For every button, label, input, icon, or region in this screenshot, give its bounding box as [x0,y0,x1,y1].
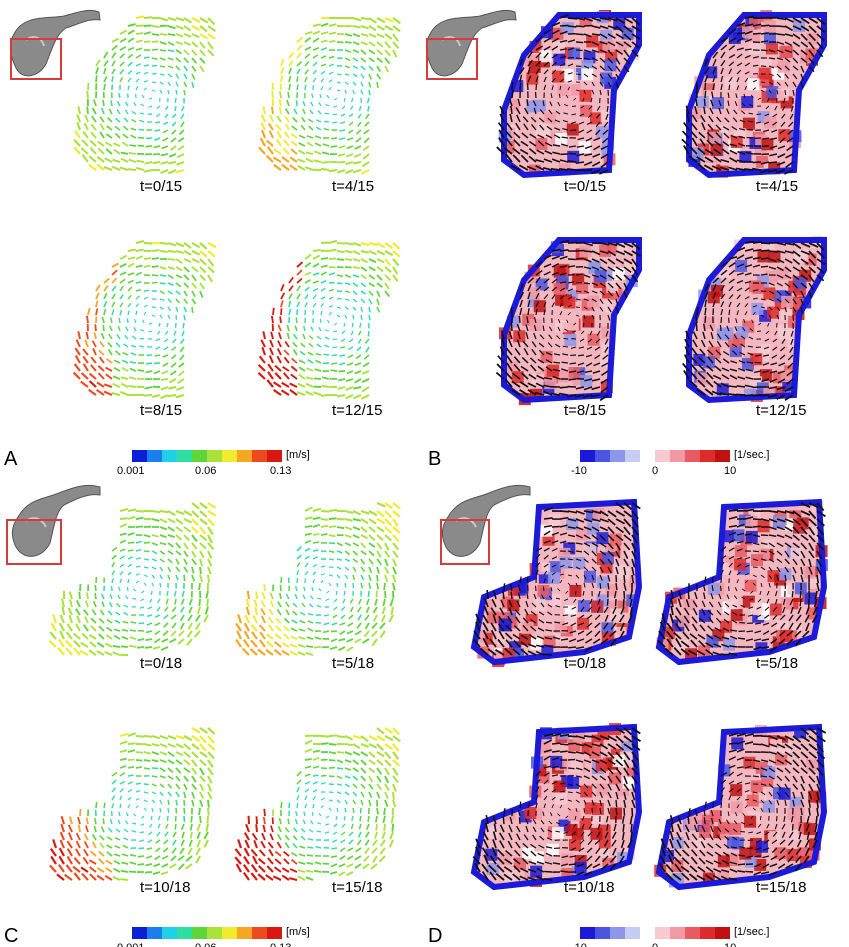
anatomy-thumbnail-icon [420,4,520,84]
vorticity-map [496,10,642,179]
anatomy-thumbnail-icon [4,477,104,565]
anatomy-thumbnail-icon [434,477,534,565]
region-highlight-box [440,519,490,565]
time-label: t=8/15 [140,402,183,419]
flow-frame [225,712,425,922]
vorticity-map [682,236,827,404]
colorbar-unit: [1/sec.] [734,449,770,461]
time-label: t=4/15 [756,178,799,195]
colorbar-unit: [m/s] [286,449,310,461]
flow-frame [40,712,240,922]
panel-d: t=0/18 t=5/18 t=10/18 t=15/18 D [1/sec.] -10 0 1… [424,477,849,947]
velocity-vector-field [48,502,217,656]
time-label: t=12/15 [332,402,383,419]
colorbar-tick-label: -10 [571,465,587,477]
colorbar: [m/s] 0.001 0.06 0.13 [117,449,362,480]
flow-frame [40,10,240,220]
time-label: t=0/15 [140,178,183,195]
colorbar-unit: [1/sec.] [734,926,770,938]
panel-b: t=0/15 t=4/15 t=8/15 t=12/15 B [1/sec.] -10 0 10 [424,0,849,477]
panel-letter: C [4,925,19,947]
colorbar-tick-label: 0.001 [117,942,145,947]
flow-frame [225,10,425,220]
time-label: t=5/18 [756,655,799,672]
colorbar: [1/sec.] -10 0 10 [571,926,810,947]
flow-frame [649,712,849,922]
velocity-vector-field [72,240,217,400]
colorbar-gradient [132,927,282,939]
flow-frame [464,235,664,445]
colorbar-tick-label: 0.001 [117,465,145,477]
time-label: t=0/18 [564,655,607,672]
panel-letter: D [428,925,443,947]
velocity-vector-field [235,501,401,656]
time-label: t=0/18 [140,655,183,672]
flow-frame [649,10,849,220]
region-highlight-box [426,38,478,80]
colorbar-gradient [580,927,730,939]
flow-frame [464,487,664,697]
anatomy-thumbnail-icon [4,4,104,84]
time-label: t=10/18 [564,879,615,896]
panel-a: t=0/15 t=4/15 t=8/15 t=12/15 A [m/s] 0.001 0.06… [0,0,425,477]
vorticity-map [655,498,828,666]
colorbar: [m/s] 0.001 0.06 0.13 [117,926,362,947]
velocity-vector-field [73,15,217,175]
flow-frame [40,487,240,697]
region-highlight-box [6,519,62,565]
colorbar-tick-label: 10 [724,942,736,947]
vorticity-map [495,237,642,406]
flow-frame [464,10,664,220]
region-highlight-box [10,38,62,80]
flow-frame [649,487,849,697]
colorbar-tick-label: 0.13 [270,465,292,477]
colorbar-gradient [580,450,730,462]
colorbar-unit: [m/s] [286,926,310,938]
panel-letter: A [4,448,18,470]
time-label: t=8/15 [564,402,607,419]
colorbar-tick-label: 10 [724,465,737,477]
flow-frame [464,712,664,922]
time-label: t=0/15 [564,178,607,195]
flow-frame [225,235,425,445]
colorbar-tick-label: 0.13 [270,942,291,947]
panel-c: t=0/18 t=5/18 t=10/18 t=15/18 C [m/s] 0.001 0.0… [0,477,424,947]
colorbar-tick-label: 0.06 [195,942,216,947]
velocity-vector-field [257,239,401,400]
vorticity-map [470,723,643,891]
flow-frame [649,235,849,445]
time-label: t=15/18 [756,879,807,896]
time-label: t=4/15 [332,178,375,195]
colorbar-tick-label: 0 [652,942,658,947]
velocity-vector-field [49,727,216,881]
vorticity-map [654,723,828,891]
colorbar-tick-label: 0.06 [195,465,217,477]
time-label: t=10/18 [140,879,191,896]
colorbar: [1/sec.] -10 0 10 [571,449,810,480]
time-label: t=15/18 [332,879,383,896]
time-label: t=12/15 [756,402,807,419]
panel-letter: B [428,448,442,470]
flow-frame [40,235,240,445]
velocity-vector-field [258,16,401,175]
colorbar-tick-label: -10 [571,942,587,947]
velocity-vector-field [234,727,401,881]
vorticity-map [470,498,643,668]
vorticity-map [681,10,827,179]
colorbar-gradient [132,450,282,462]
colorbar-tick-label: 0 [652,465,659,477]
flow-frame [225,487,425,697]
time-label: t=5/18 [332,655,375,672]
